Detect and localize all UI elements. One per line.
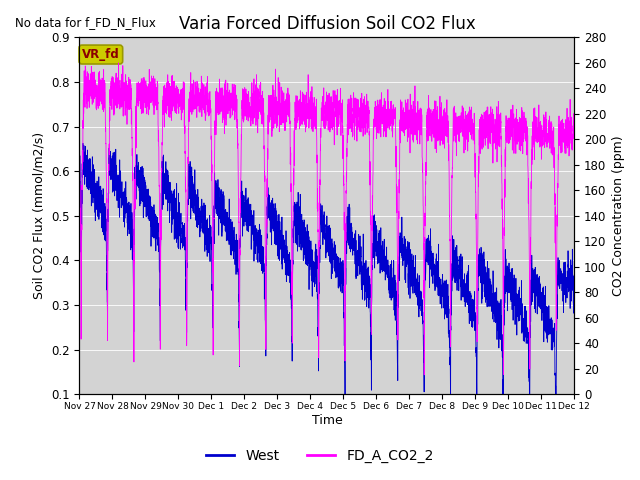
- Y-axis label: Soil CO2 Flux (mmol/m2/s): Soil CO2 Flux (mmol/m2/s): [33, 132, 45, 300]
- Y-axis label: CO2 Concentration (ppm): CO2 Concentration (ppm): [612, 135, 625, 296]
- Title: Varia Forced Diffusion Soil CO2 Flux: Varia Forced Diffusion Soil CO2 Flux: [179, 15, 476, 33]
- X-axis label: Time: Time: [312, 414, 342, 427]
- Legend: West, FD_A_CO2_2: West, FD_A_CO2_2: [201, 443, 439, 468]
- Text: No data for f_FD_N_Flux: No data for f_FD_N_Flux: [15, 16, 156, 29]
- Text: VR_fd: VR_fd: [82, 48, 120, 61]
